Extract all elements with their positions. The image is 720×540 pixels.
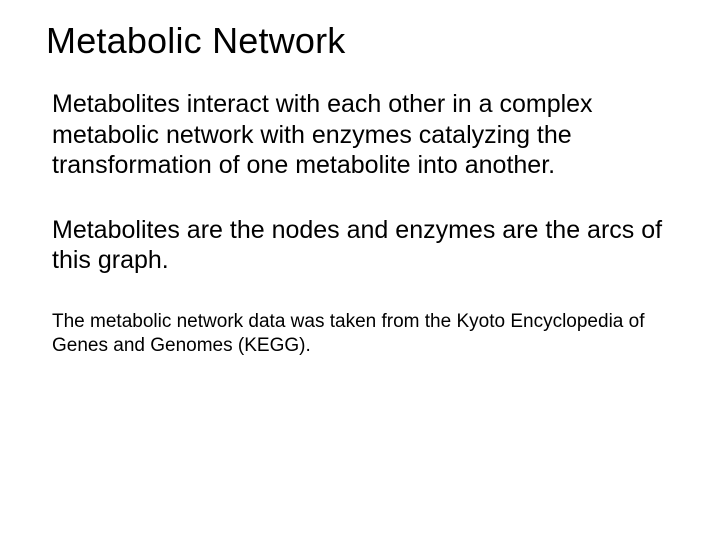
paragraph-graph-definition: Metabolites are the nodes and enzymes ar…	[46, 215, 674, 276]
slide: Metabolic Network Metabolites interact w…	[0, 0, 720, 540]
paragraph-source-note: The metabolic network data was taken fro…	[46, 310, 674, 358]
slide-title: Metabolic Network	[46, 20, 674, 61]
paragraph-intro: Metabolites interact with each other in …	[46, 89, 674, 181]
